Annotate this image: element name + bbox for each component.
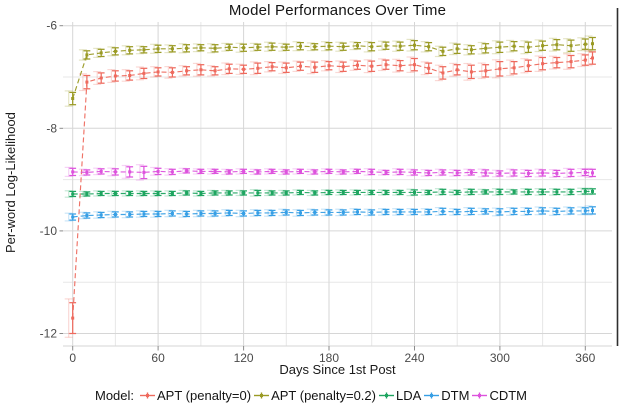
legend-item: DTM (421, 388, 469, 403)
legend-item-label: CDTM (489, 387, 527, 403)
svg-text:240: 240 (404, 351, 424, 365)
legend-item: APT (penalty=0) (137, 388, 251, 403)
x-axis-label: Days Since 1st Post (279, 362, 396, 377)
legend-key-icon (254, 392, 270, 398)
svg-text:60: 60 (151, 351, 165, 365)
legend-item: CDTM (469, 388, 527, 403)
svg-text:0: 0 (69, 351, 76, 365)
legend-item-label: LDA (395, 387, 422, 403)
legend-key-icon (140, 392, 156, 398)
legend-item-label: DTM (441, 387, 470, 403)
legend-item-label: APT (penalty=0.2) (271, 387, 376, 403)
svg-text:360: 360 (575, 351, 595, 365)
legend-item: LDA (376, 388, 421, 403)
svg-text:-8: -8 (46, 121, 57, 135)
legend-key-icon (378, 392, 394, 398)
chart-title: Model Performances Over Time (228, 2, 447, 19)
svg-text:300: 300 (490, 351, 510, 365)
svg-text:120: 120 (234, 351, 254, 365)
legend-item-label: APT (penalty=0) (157, 387, 252, 403)
legend-key-icon (424, 392, 440, 398)
legend: Model: APT (penalty=0) APT (penalty=0.2) L… (0, 385, 622, 405)
legend-item: APT (penalty=0.2) (251, 388, 376, 403)
svg-text:180: 180 (319, 351, 339, 365)
svg-text:-6: -6 (46, 19, 57, 33)
legend-key-icon (472, 392, 488, 398)
legend-title: Model: (94, 387, 135, 403)
svg-text:-12: -12 (40, 327, 58, 341)
svg-text:-10: -10 (40, 224, 58, 238)
